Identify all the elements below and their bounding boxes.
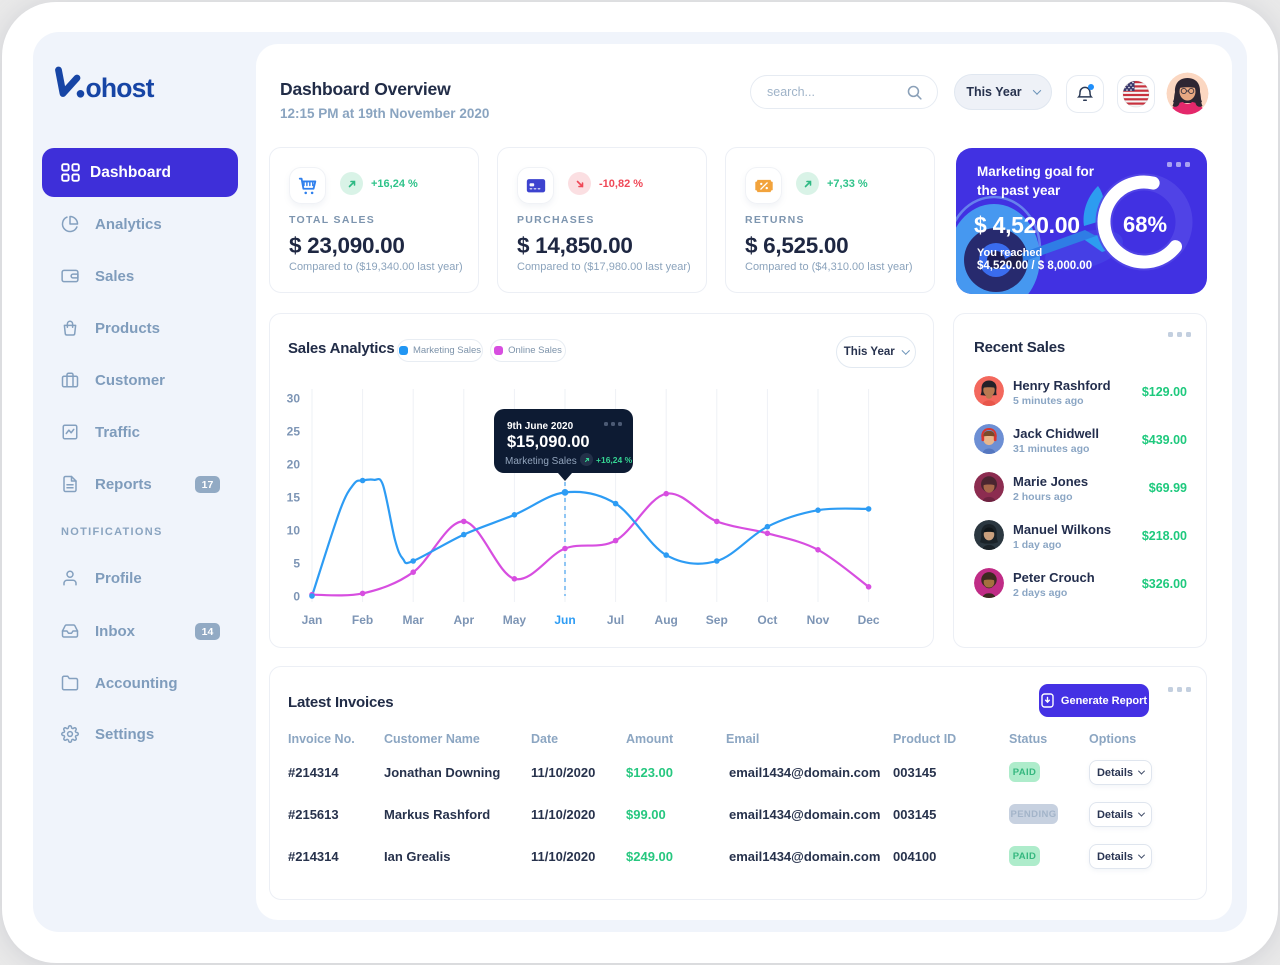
svg-text:5: 5 [293,557,300,571]
svg-text:25: 25 [287,425,301,439]
svg-text:15: 15 [287,491,301,505]
svg-text:Sep: Sep [706,613,728,627]
svg-text:Apr: Apr [453,613,474,627]
svg-text:ohost: ohost [86,73,155,101]
svg-text:20: 20 [287,458,301,472]
svg-text:0: 0 [293,590,300,604]
svg-text:Oct: Oct [757,613,777,627]
svg-text:Aug: Aug [655,613,678,627]
svg-text:May: May [503,613,527,627]
svg-text:Jun: Jun [554,613,575,627]
svg-text:Dec: Dec [858,613,880,627]
svg-text:Jan: Jan [302,613,323,627]
svg-text:10: 10 [287,524,301,538]
svg-text:30: 30 [287,392,301,406]
svg-text:Feb: Feb [352,613,373,627]
svg-text:Mar: Mar [403,613,425,627]
svg-text:Nov: Nov [807,613,830,627]
svg-text:Jul: Jul [607,613,624,627]
